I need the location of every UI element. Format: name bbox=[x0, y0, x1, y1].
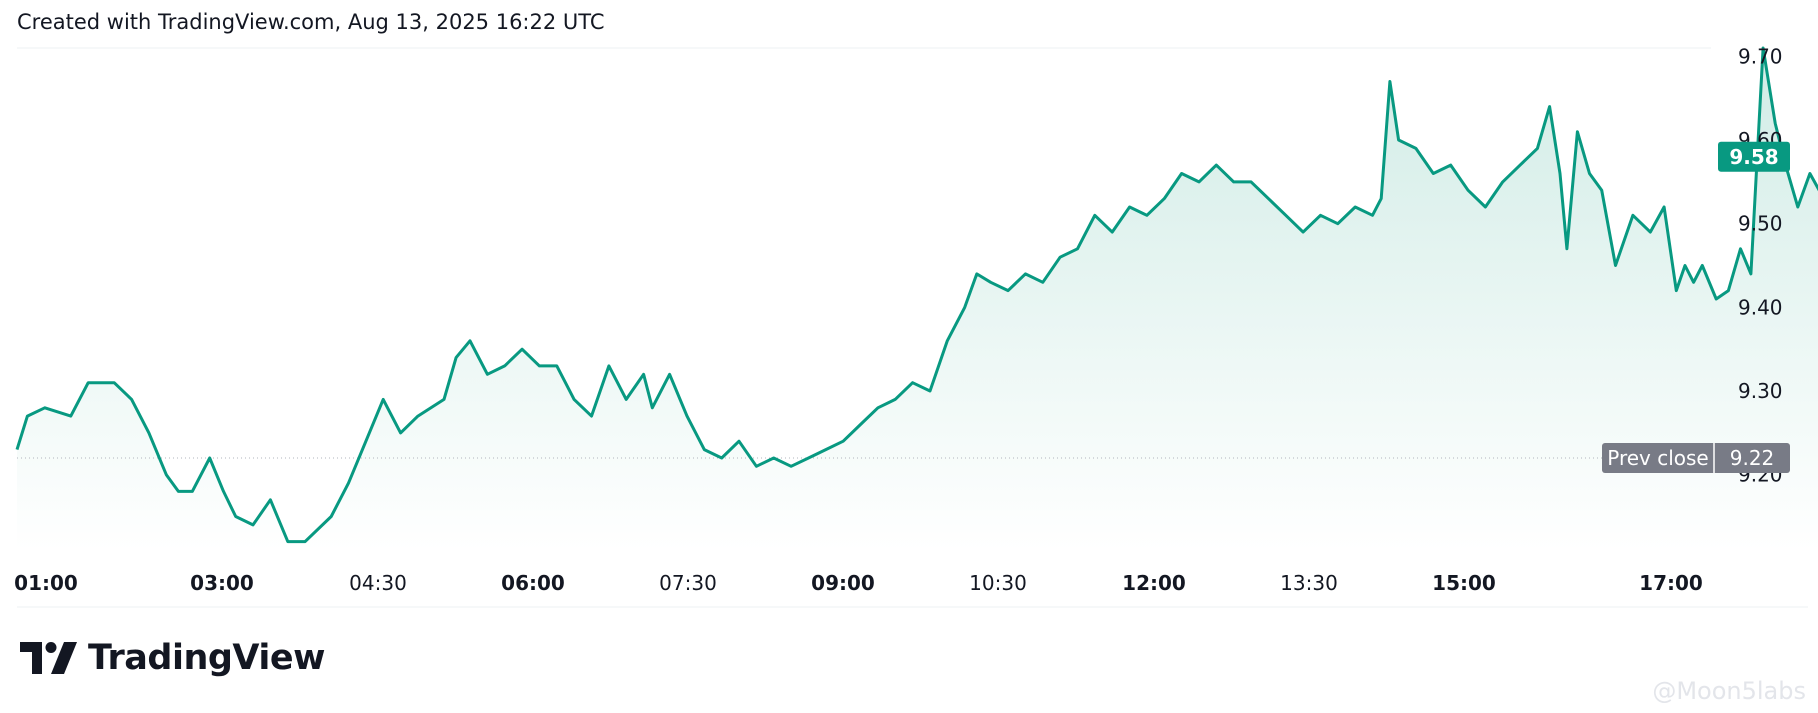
x-tick-label: 04:30 bbox=[349, 571, 407, 595]
x-tick-label: 06:00 bbox=[501, 571, 565, 595]
x-tick-label: 01:00 bbox=[14, 571, 78, 595]
x-tick-label: 13:30 bbox=[1280, 571, 1338, 595]
x-tick-label: 12:00 bbox=[1122, 571, 1186, 595]
last-price-badge bbox=[1718, 141, 1790, 172]
y-tick-label: 9.30 bbox=[1738, 379, 1783, 403]
brand: TradingView bbox=[20, 638, 325, 678]
x-tick-label: 07:30 bbox=[659, 571, 717, 595]
x-tick-label: 10:30 bbox=[969, 571, 1027, 595]
x-tick-label: 09:00 bbox=[811, 571, 875, 595]
x-tick-label: 17:00 bbox=[1639, 571, 1703, 595]
y-tick-label: 9.70 bbox=[1738, 44, 1783, 68]
y-tick-label: 9.50 bbox=[1738, 212, 1783, 236]
prev-close-label: Prev close bbox=[1607, 446, 1709, 470]
tradingview-logo-icon bbox=[20, 642, 77, 674]
last-price-label: 9.58 bbox=[1729, 145, 1778, 169]
brand-name: TradingView bbox=[88, 638, 325, 678]
watermark: @Moon5labs bbox=[1652, 677, 1806, 705]
price-line bbox=[15, 46, 1818, 544]
prev-close-badge bbox=[1602, 442, 1790, 473]
price-area-fill bbox=[17, 48, 1818, 550]
x-tick-label: 15:00 bbox=[1432, 571, 1496, 595]
chart-caption: Created with TradingView.com, Aug 13, 20… bbox=[17, 10, 605, 34]
x-tick-label: 03:00 bbox=[190, 571, 254, 595]
prev-close-value: 9.22 bbox=[1730, 446, 1775, 470]
y-tick-label: 9.40 bbox=[1738, 295, 1783, 319]
